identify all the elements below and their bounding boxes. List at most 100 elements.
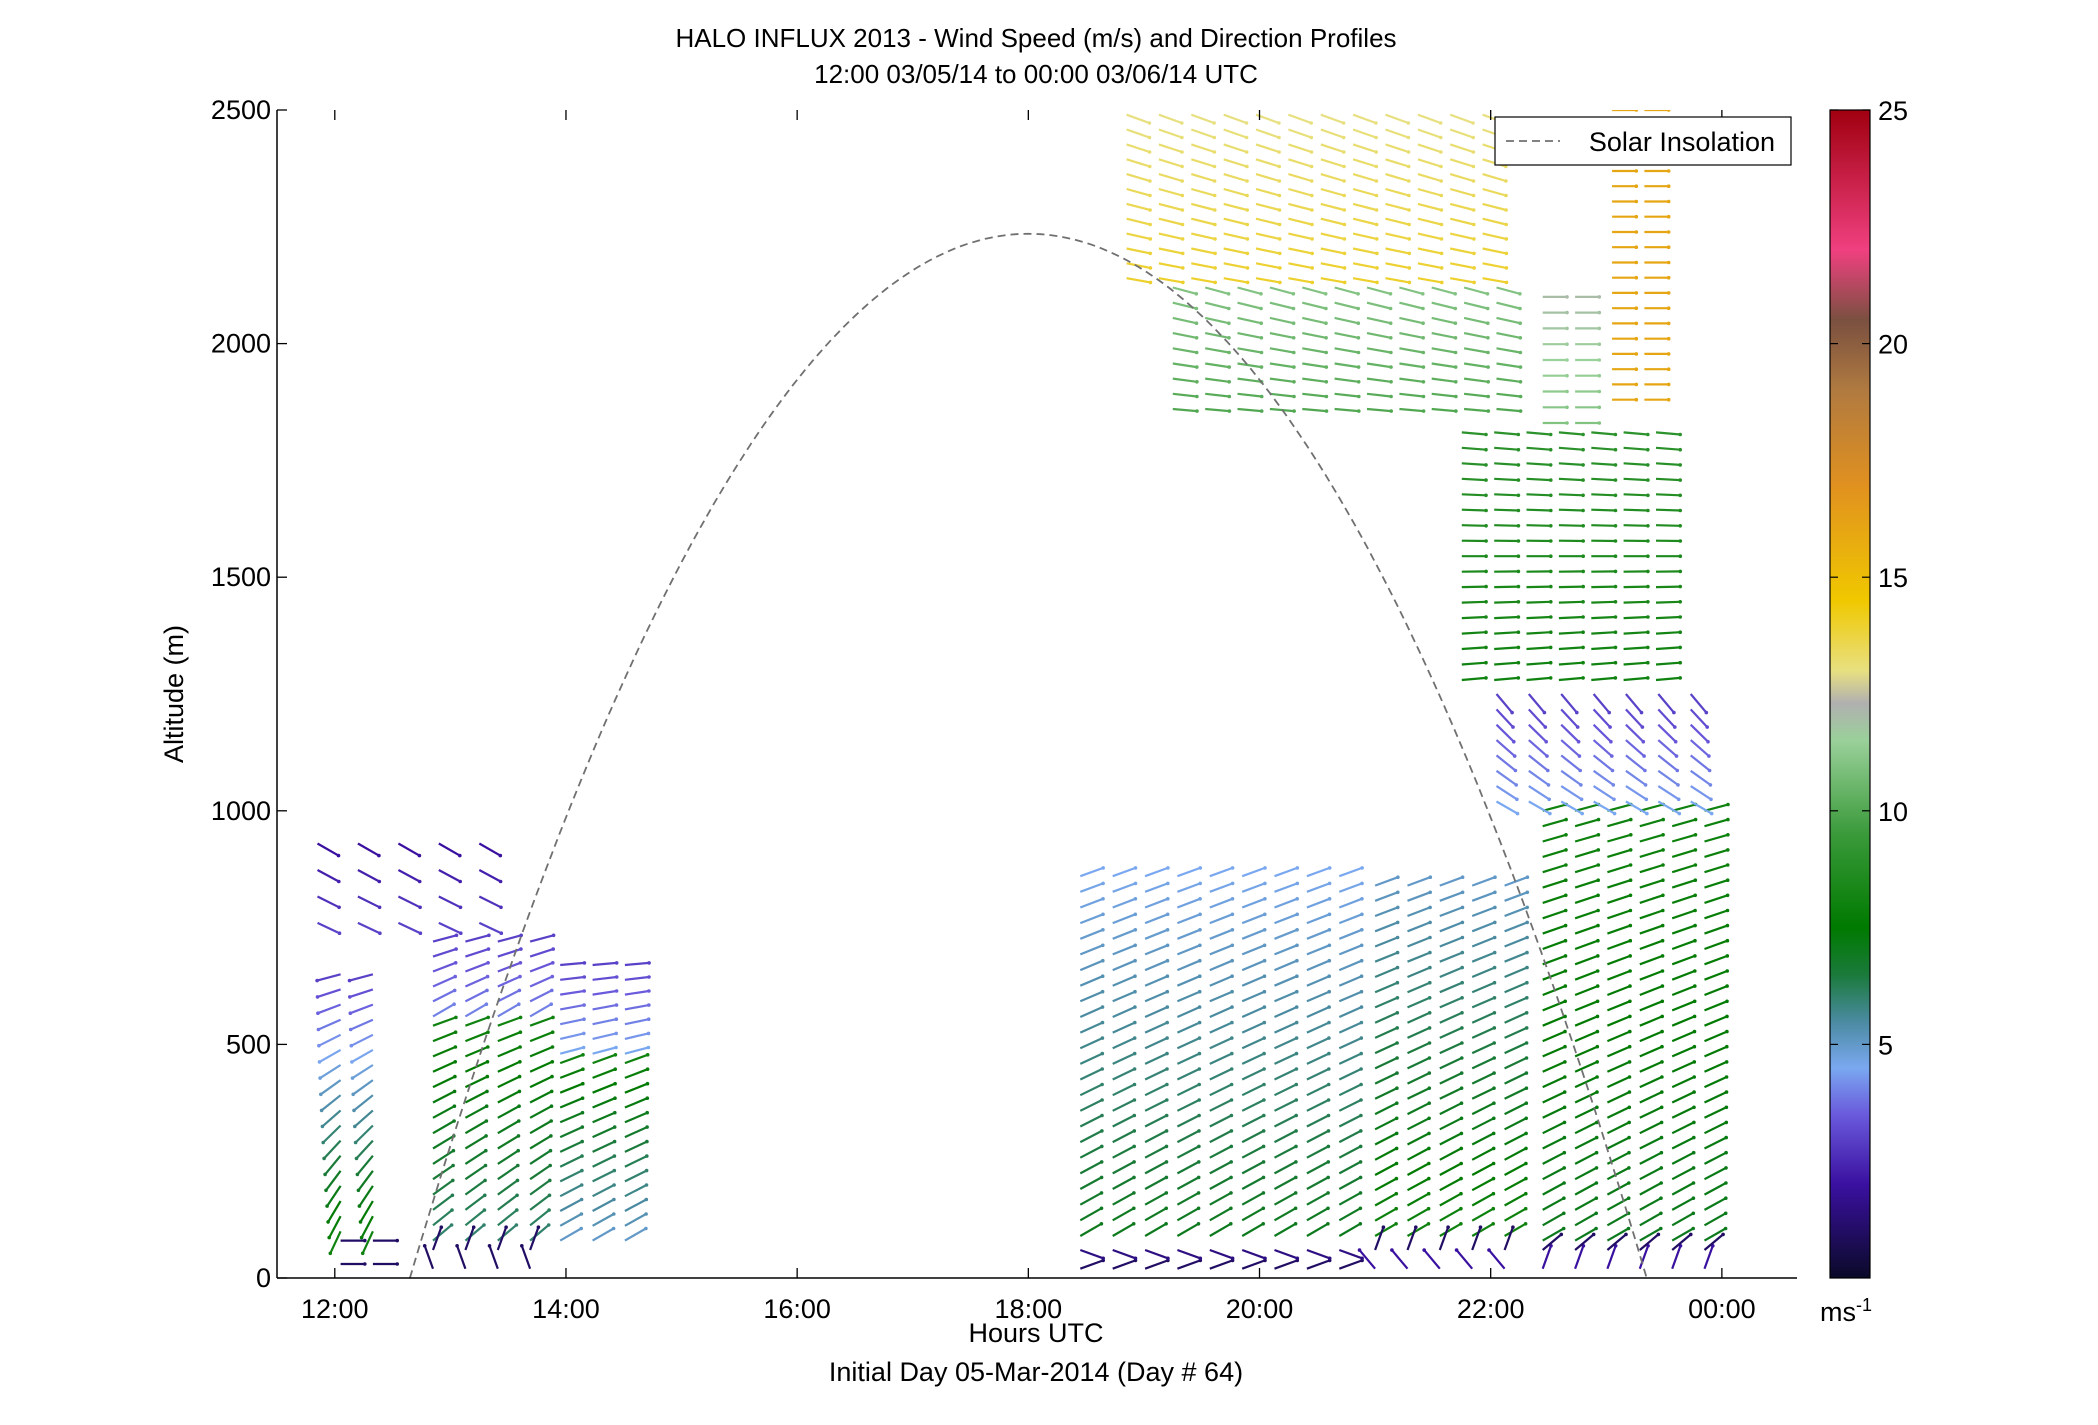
y-tick-label: 0 [256, 1263, 271, 1293]
wind-arrow [1542, 1091, 1566, 1104]
wind-arrow [1606, 1136, 1630, 1150]
wind-arrow-head [486, 961, 490, 965]
wind-arrow-head [1230, 943, 1235, 948]
wind-arrow [1607, 848, 1632, 858]
wind-arrow-head [485, 1060, 490, 1064]
colorbar-tick-label: 25 [1878, 96, 1908, 126]
wind-arrow [1126, 187, 1151, 197]
wind-arrow [1407, 1087, 1430, 1100]
wind-arrow-head [1360, 928, 1364, 932]
wind-arrow [1574, 1212, 1597, 1227]
wind-arrow-head [1278, 266, 1282, 270]
wind-arrow [1461, 585, 1487, 589]
wind-arrow [1657, 800, 1680, 815]
wind-arrow [1461, 600, 1487, 604]
wind-arrow [1495, 739, 1516, 757]
wind-arrow-head [1611, 783, 1616, 787]
wind-arrow [1144, 1191, 1167, 1206]
wind-arrow-head [1608, 725, 1612, 729]
wind-arrow-head [1198, 1256, 1203, 1261]
wind-arrow-head [1656, 1232, 1661, 1237]
wind-arrow-head [1395, 1041, 1399, 1045]
wind-arrow [1542, 1030, 1566, 1043]
wind-arrow [1406, 1177, 1430, 1192]
wind-arrow [1176, 1222, 1200, 1237]
wind-arrow [559, 1082, 584, 1094]
wind-arrow-head [1660, 923, 1665, 928]
wind-arrow [464, 1194, 486, 1211]
wind-arrow [1671, 1212, 1694, 1227]
wind-arrow-head [1428, 905, 1432, 910]
wind-arrow [1126, 113, 1150, 125]
wind-arrow-head [1661, 863, 1665, 867]
wind-arrow-head [1294, 1005, 1299, 1009]
wind-arrow [1352, 187, 1377, 197]
wind-arrow [1542, 1121, 1565, 1135]
wind-arrow-head [1660, 1090, 1664, 1094]
wind-arrow [1306, 944, 1330, 956]
wind-arrow-head [1524, 1011, 1529, 1015]
wind-arrow [497, 1149, 519, 1165]
wind-arrow [1639, 909, 1664, 920]
wind-arrow-head [613, 1096, 617, 1100]
wind-arrow [1574, 924, 1599, 935]
wind-arrow-head [1194, 321, 1199, 326]
wind-arrow-head [1524, 1176, 1528, 1181]
wind-arrow-head [1197, 1144, 1201, 1149]
wind-arrow [1241, 1129, 1265, 1144]
wind-arrow-head [1725, 1044, 1729, 1049]
wind-arrow [1241, 1222, 1264, 1237]
wind-arrow [1625, 800, 1648, 815]
wind-arrow-head [1459, 1206, 1463, 1211]
wind-arrow-head [1262, 989, 1267, 994]
wind-arrow-head [1516, 645, 1521, 650]
wind-arrow [320, 1094, 342, 1112]
wind-arrow [357, 869, 380, 883]
wind-arrow [1504, 876, 1528, 887]
wind-arrow-head [580, 1096, 585, 1100]
wind-arrow-head [1565, 421, 1569, 425]
wind-arrow-head [1453, 292, 1457, 296]
wind-arrow [431, 1226, 443, 1251]
wind-arrow-head [1395, 1086, 1399, 1090]
wind-arrow [592, 1053, 616, 1065]
wind-arrow-head [549, 1119, 553, 1123]
wind-arrow-head [451, 1148, 456, 1153]
wind-arrow [529, 1194, 551, 1211]
wind-arrow-head [326, 1220, 330, 1224]
wind-arrow [1352, 202, 1377, 212]
wind-arrow-head [1525, 980, 1529, 985]
wind-arrow [478, 842, 501, 857]
wind-arrow [1374, 876, 1399, 887]
wind-arrow [1471, 891, 1496, 902]
wind-arrow-head [1693, 863, 1698, 867]
wind-arrow-head [1326, 1175, 1330, 1180]
wind-arrow [357, 1170, 374, 1191]
wind-arrow-head [1459, 1161, 1463, 1166]
wind-arrow [1542, 954, 1566, 966]
wind-arrow-head [646, 1031, 651, 1036]
wind-arrow-head [1597, 389, 1602, 394]
wind-arrow-head [1460, 920, 1465, 925]
wind-arrow-head [1132, 1051, 1137, 1056]
wind-arrow [1494, 446, 1519, 451]
wind-arrow-head [1706, 739, 1710, 744]
wind-arrow [1439, 921, 1463, 933]
wind-arrow-head [1666, 110, 1671, 112]
wind-arrow [1204, 316, 1230, 325]
wind-arrow-head [1388, 306, 1393, 311]
wind-arrow-head [1543, 725, 1548, 729]
wind-arrow [529, 1224, 550, 1242]
wind-arrow [1288, 187, 1313, 197]
wind-arrow-head [1327, 1020, 1331, 1025]
wind-arrow [1407, 1057, 1430, 1070]
wind-arrow [1494, 477, 1519, 482]
wind-arrow-head [1484, 615, 1488, 619]
wind-arrow [1306, 897, 1330, 909]
wind-arrow [1241, 897, 1266, 909]
wind-arrow-head [487, 933, 491, 938]
wind-arrow [529, 1075, 553, 1089]
wind-arrow [464, 1090, 488, 1104]
wind-arrow-head [1359, 943, 1364, 948]
wind-arrow-head [1516, 615, 1521, 619]
